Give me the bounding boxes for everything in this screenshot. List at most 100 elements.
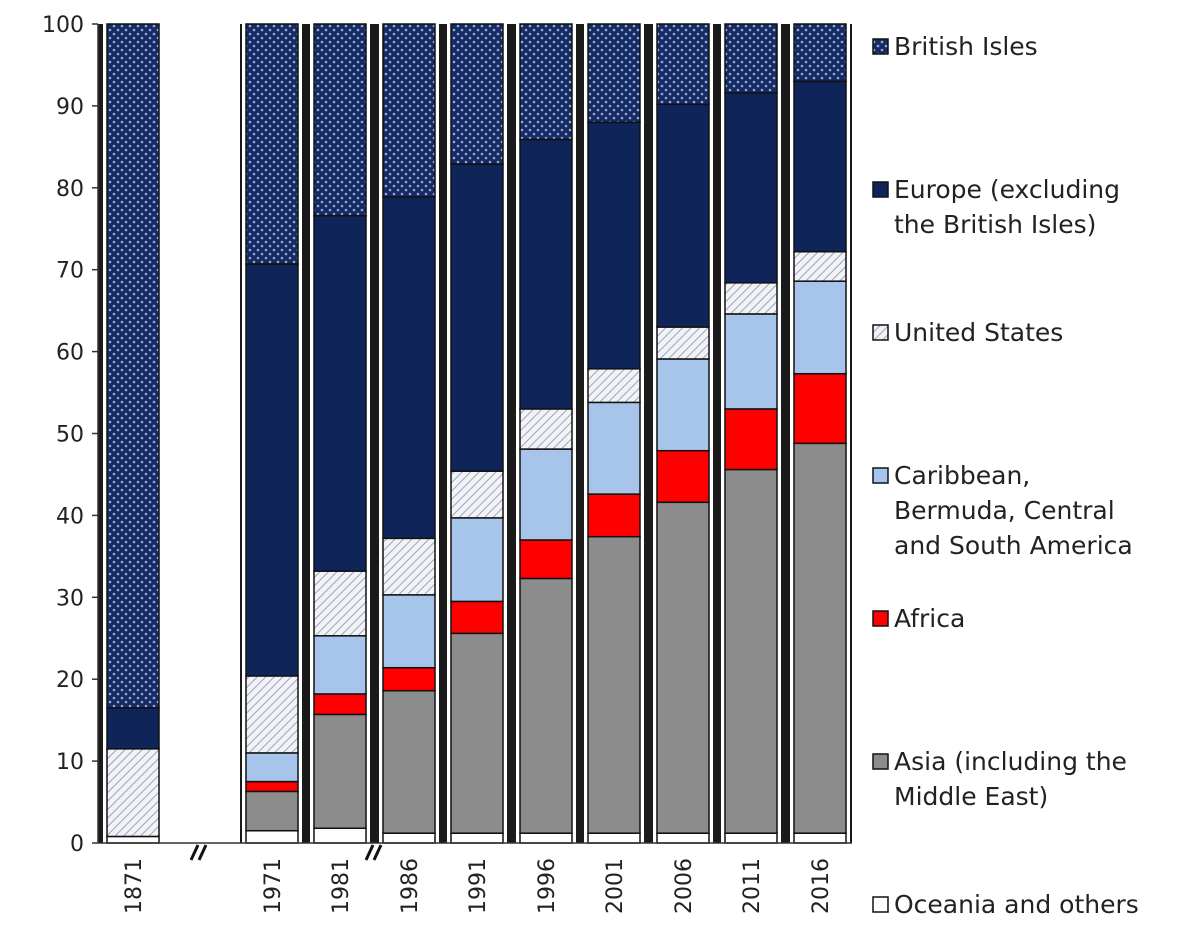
bar-segment-united-states-2016 <box>793 250 847 282</box>
bar-segment-caribbean-bermuda-central-and-south-america-1996 <box>519 448 573 541</box>
bar-segment-asia-including-the-middle-east-1981 <box>313 713 367 830</box>
bar-segment-europe-excluding-the-british-isles-2006 <box>656 103 710 328</box>
x-tick-label: 2011 <box>740 858 765 914</box>
bar-segment-europe-excluding-the-british-isles-1871 <box>106 707 160 750</box>
bar-segment-united-states-1981 <box>313 570 367 637</box>
y-tick-label: 80 <box>56 177 84 202</box>
legend-swatch <box>872 467 889 484</box>
bar-segment-europe-excluding-the-british-isles-2011 <box>724 92 778 284</box>
bar-segment-asia-including-the-middle-east-1971 <box>245 790 299 832</box>
bar-segment-british-isles-1986 <box>382 23 436 198</box>
bar-segment-caribbean-bermuda-central-and-south-america-1971 <box>245 752 299 783</box>
bar-segment-british-isles-1996 <box>519 23 573 141</box>
bar-segment-oceania-and-others-1971 <box>245 829 299 844</box>
legend-label: Africa <box>894 604 965 633</box>
bar-segment-africa-2011 <box>724 408 778 471</box>
bar-segment-united-states-1991 <box>450 470 504 519</box>
y-tick-label: 100 <box>42 13 84 38</box>
legend-swatch <box>872 753 889 770</box>
bar-segment-oceania-and-others-1991 <box>450 832 504 844</box>
axis-break-gap <box>162 24 240 843</box>
bar-segment-united-states-1971 <box>245 675 299 754</box>
bar-segment-united-states-1986 <box>382 537 436 596</box>
bar-segment-united-states-2006 <box>656 326 710 360</box>
bar-segment-british-isles-2016 <box>793 23 847 83</box>
bar-segment-british-isles-1971 <box>245 23 299 265</box>
x-axis: 1871 1971 1981 1986 1991 1996 2001 2006 2011 2016 <box>122 858 834 914</box>
legend-item-africa: Africa <box>872 604 965 633</box>
bar-segment-caribbean-bermuda-central-and-south-america-2016 <box>793 280 847 375</box>
axis-break-mark <box>364 844 383 861</box>
bar-segment-africa-1971 <box>245 780 299 793</box>
y-tick-label: 70 <box>56 259 84 284</box>
bar-segment-europe-excluding-the-british-isles-1991 <box>450 163 504 472</box>
bar-segment-asia-including-the-middle-east-2001 <box>587 535 641 834</box>
bar-segment-oceania-and-others-1871 <box>106 835 160 844</box>
legend-item-asia-including-the-middle-east: Asia (including the Middle East) <box>872 747 1127 811</box>
legend-swatch <box>872 324 889 341</box>
bar-segment-oceania-and-others-2001 <box>587 832 641 844</box>
bar-segment-asia-including-the-middle-east-2011 <box>724 468 778 834</box>
bar-segment-europe-excluding-the-british-isles-1981 <box>313 214 367 572</box>
legend-item-oceania-and-others: Oceania and others <box>872 890 1139 919</box>
bar-segment-asia-including-the-middle-east-2006 <box>656 501 710 834</box>
bar-segment-africa-2016 <box>793 372 847 445</box>
bar-segment-europe-excluding-the-british-isles-2016 <box>793 80 847 253</box>
legend-swatch <box>872 610 889 627</box>
x-tick-label: 1971 <box>261 858 286 914</box>
legend-label: Oceania and others <box>894 890 1139 919</box>
bar-segment-africa-1996 <box>519 539 573 580</box>
bar-segment-oceania-and-others-2006 <box>656 832 710 844</box>
x-tick-label: 1871 <box>122 858 147 914</box>
y-tick-label: 30 <box>56 586 84 611</box>
bar-segment-oceania-and-others-1996 <box>519 832 573 844</box>
legend-label: Caribbean, Bermuda, Central and South Amer… <box>894 461 1133 560</box>
x-tick-label: 2006 <box>672 858 697 914</box>
legend-item-british-isles: British Isles <box>872 32 1038 61</box>
x-tick-label: 1996 <box>535 858 560 914</box>
bar-segment-caribbean-bermuda-central-and-south-america-1991 <box>450 517 504 603</box>
bar-segment-europe-excluding-the-british-isles-1996 <box>519 138 573 410</box>
bar-segment-africa-1986 <box>382 666 436 692</box>
x-tick-label: 1991 <box>466 858 491 914</box>
legend-item-caribbean-bermuda-central-and-south-america: Caribbean, Bermuda, Central and South Amer… <box>872 461 1133 560</box>
bar-segment-united-states-2011 <box>724 282 778 315</box>
legend: British Isles Europe (excluding the Britis… <box>872 32 1139 919</box>
bar-segment-asia-including-the-middle-east-1991 <box>450 632 504 834</box>
axis-break-mark <box>189 844 208 861</box>
bar-segment-caribbean-bermuda-central-and-south-america-1981 <box>313 635 367 695</box>
bar-segment-oceania-and-others-1986 <box>382 832 436 844</box>
y-tick-label: 90 <box>56 95 84 120</box>
bar-segment-oceania-and-others-2011 <box>724 832 778 844</box>
x-tick-label: 2001 <box>603 858 628 914</box>
bar-segment-united-states-2001 <box>587 368 641 404</box>
bar-segment-united-states-1871 <box>106 748 160 838</box>
bar-segment-caribbean-bermuda-central-and-south-america-2011 <box>724 313 778 410</box>
bar-segment-british-isles-1981 <box>313 23 367 217</box>
bar-segment-africa-1981 <box>313 693 367 716</box>
y-tick-label: 50 <box>56 423 84 448</box>
bar-segment-british-isles-2006 <box>656 23 710 106</box>
legend-swatch <box>872 38 889 55</box>
bar-segment-africa-2006 <box>656 449 710 504</box>
x-tick-label: 1981 <box>329 858 354 914</box>
bar-segment-british-isles-1871 <box>106 23 160 709</box>
plot-area <box>98 23 852 844</box>
bar-segment-caribbean-bermuda-central-and-south-america-2001 <box>587 401 641 495</box>
bar-segment-oceania-and-others-2016 <box>793 832 847 844</box>
bar-segment-europe-excluding-the-british-isles-2001 <box>587 121 641 370</box>
bar-segment-british-isles-1991 <box>450 23 504 165</box>
bar-segment-united-states-1996 <box>519 408 573 450</box>
legend-swatch <box>872 896 889 913</box>
bar-segment-asia-including-the-middle-east-1986 <box>382 689 436 834</box>
y-tick-label: 40 <box>56 504 84 529</box>
bar-segment-british-isles-2001 <box>587 23 641 124</box>
legend-label: Europe (excluding the British Isles) <box>894 175 1120 239</box>
y-axis: 0 10 20 30 40 50 60 70 80 90 100 <box>42 13 852 861</box>
bar-segment-asia-including-the-middle-east-1996 <box>519 577 573 834</box>
y-tick-label: 10 <box>56 750 84 775</box>
bar-segment-asia-including-the-middle-east-2016 <box>793 442 847 834</box>
bar-segment-europe-excluding-the-british-isles-1971 <box>245 263 299 677</box>
x-tick-label: 1986 <box>398 858 423 914</box>
